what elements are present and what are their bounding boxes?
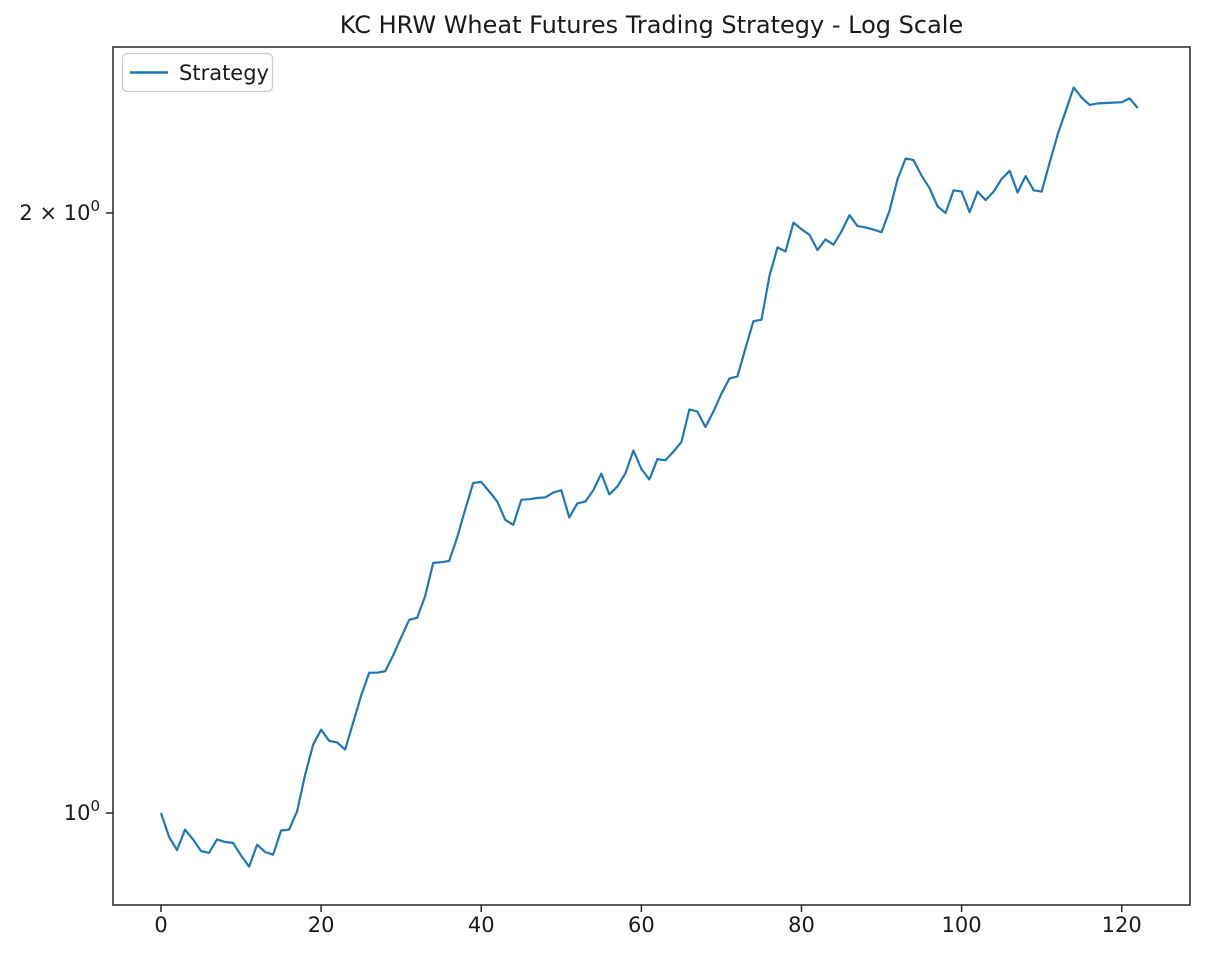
x-tick-label: 0: [154, 913, 167, 937]
x-tick-label: 60: [628, 913, 655, 937]
x-tick-label: 40: [468, 913, 495, 937]
x-tick-label: 20: [308, 913, 335, 937]
x-tick-label: 80: [788, 913, 815, 937]
strategy-line-series: [159, 86, 1139, 868]
y-tick-label: 2 × 100: [19, 197, 100, 225]
legend: Strategy: [121, 52, 274, 93]
x-axis: 0 20 40 60 80 100 120: [154, 905, 1142, 937]
x-tick-label: 120: [1102, 913, 1142, 937]
x-tick-label: 100: [942, 913, 982, 937]
legend-box: [121, 52, 274, 93]
legend-label: Strategy: [179, 61, 269, 85]
plot-area-border: [112, 46, 1191, 906]
chart-title: KC HRW Wheat Futures Trading Strategy - …: [340, 11, 963, 39]
y-tick-label: 100: [64, 797, 100, 825]
y-axis: 100 2 × 100: [19, 197, 113, 825]
